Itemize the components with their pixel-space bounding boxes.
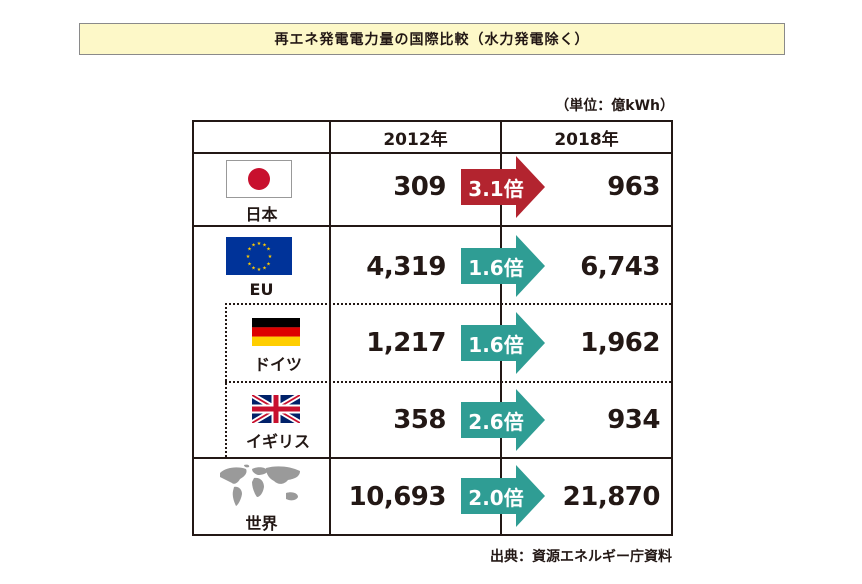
value-2012-eu: 4,319 bbox=[366, 252, 446, 282]
growth-ratio-world: 2.0倍 bbox=[468, 485, 524, 510]
value-2012-japan: 309 bbox=[393, 172, 446, 202]
table-border-top bbox=[192, 120, 673, 122]
value-2018-eu: 6,743 bbox=[580, 252, 660, 282]
eu-flag-icon: ★ ★★ ★★★ ★★★ ★★★ bbox=[226, 237, 292, 275]
svg-text:★: ★ bbox=[266, 247, 271, 253]
svg-text:★: ★ bbox=[251, 266, 256, 272]
germany-flag-icon bbox=[252, 318, 300, 346]
country-label-japan: 日本 bbox=[245, 205, 278, 224]
country-label-eu: EU bbox=[249, 280, 274, 299]
row-divider bbox=[192, 225, 673, 227]
column-header-2018: 2018年 bbox=[554, 129, 619, 150]
growth-ratio-japan: 3.1倍 bbox=[468, 176, 524, 201]
country-label-germany: ドイツ bbox=[253, 355, 302, 374]
svg-text:★: ★ bbox=[266, 262, 271, 268]
member-bracket bbox=[225, 303, 227, 457]
value-2012-uk: 358 bbox=[393, 405, 446, 435]
world-map-icon bbox=[220, 464, 300, 506]
column-divider bbox=[329, 120, 331, 536]
growth-ratio-uk: 2.6倍 bbox=[468, 409, 524, 434]
header-divider bbox=[192, 152, 673, 154]
value-2018-germany: 1,962 bbox=[580, 328, 660, 358]
value-2018-world: 21,870 bbox=[562, 482, 661, 512]
country-label-uk: イギリス bbox=[245, 432, 310, 451]
table-border-left bbox=[192, 120, 194, 536]
row-divider bbox=[192, 457, 673, 459]
column-header-2012: 2012年 bbox=[383, 129, 448, 150]
growth-arrow bbox=[461, 389, 545, 451]
svg-text:★: ★ bbox=[257, 241, 262, 247]
growth-ratio-germany: 1.6倍 bbox=[468, 332, 524, 357]
svg-text:★: ★ bbox=[251, 243, 256, 249]
svg-text:★: ★ bbox=[268, 254, 273, 260]
source-note: 出典：資源エネルギー庁資料 bbox=[490, 549, 672, 565]
svg-text:★: ★ bbox=[247, 262, 252, 268]
japan-flag-icon bbox=[226, 160, 292, 198]
value-2012-world: 10,693 bbox=[348, 482, 447, 512]
value-2018-uk: 934 bbox=[607, 405, 660, 435]
table-border-bottom bbox=[192, 534, 673, 536]
svg-text:★: ★ bbox=[257, 267, 262, 273]
growth-arrow bbox=[461, 312, 545, 374]
growth-arrow bbox=[461, 465, 545, 527]
svg-text:★: ★ bbox=[247, 247, 252, 253]
member-divider bbox=[225, 381, 671, 383]
uk-flag-icon bbox=[252, 395, 300, 423]
svg-text:★: ★ bbox=[262, 266, 267, 272]
value-2012-germany: 1,217 bbox=[366, 328, 446, 358]
growth-ratio-eu: 1.6倍 bbox=[468, 255, 524, 280]
unit-label: （単位：億kWh） bbox=[555, 98, 674, 114]
member-divider bbox=[225, 303, 671, 305]
country-label-world: 世界 bbox=[245, 514, 278, 533]
growth-arrow bbox=[461, 235, 545, 297]
growth-arrow bbox=[461, 156, 545, 218]
table-border-right bbox=[671, 120, 673, 536]
value-2018-japan: 963 bbox=[607, 172, 660, 202]
chart-title: 再エネ発電電力量の国際比較（水力発電除く） bbox=[79, 23, 785, 55]
svg-text:★: ★ bbox=[262, 243, 267, 249]
svg-text:★: ★ bbox=[246, 254, 251, 260]
